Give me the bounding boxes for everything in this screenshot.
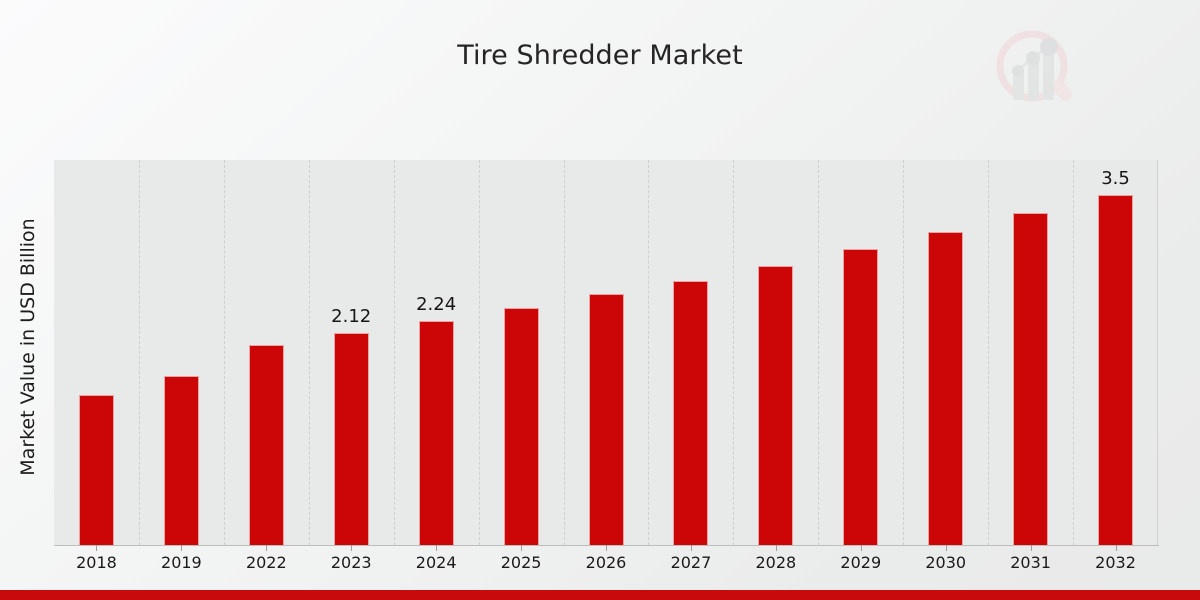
tick-mark bbox=[945, 545, 947, 551]
bar-2023[interactable] bbox=[333, 333, 369, 545]
tick-mark bbox=[1115, 545, 1117, 551]
bar-2029[interactable] bbox=[843, 249, 879, 545]
bar-2022[interactable] bbox=[248, 345, 284, 545]
gridline bbox=[308, 160, 310, 545]
bar-value-2023: 2.12 bbox=[331, 306, 372, 327]
bar-value-2032: 3.5 bbox=[1101, 168, 1130, 189]
x-tick-label-2029: 2029 bbox=[840, 553, 882, 572]
x-tick-label-2025: 2025 bbox=[500, 553, 542, 572]
x-tick-label-2031: 2031 bbox=[1010, 553, 1051, 572]
tick-mark bbox=[606, 545, 607, 551]
tick-mark bbox=[351, 545, 353, 551]
gridline bbox=[818, 160, 820, 545]
gridline bbox=[563, 160, 565, 545]
gridline bbox=[138, 160, 140, 545]
bar-2024[interactable] bbox=[418, 321, 454, 545]
gridline bbox=[1073, 160, 1075, 545]
bar-2019[interactable] bbox=[163, 376, 199, 545]
bar-2018[interactable] bbox=[78, 395, 114, 545]
x-tick-label-2024: 2024 bbox=[415, 553, 457, 572]
x-tick-label-2028: 2028 bbox=[755, 553, 797, 572]
bar-2028[interactable] bbox=[758, 266, 794, 545]
x-tick-label-2032: 2032 bbox=[1095, 553, 1136, 572]
gridline bbox=[393, 160, 395, 545]
gridline bbox=[903, 160, 905, 545]
gridline bbox=[988, 160, 990, 545]
y-axis-label: Market Value in USD Billion bbox=[17, 218, 39, 476]
gridline bbox=[478, 160, 480, 545]
gridline bbox=[733, 160, 735, 545]
tick-mark bbox=[1030, 545, 1032, 551]
tick-mark bbox=[436, 545, 438, 551]
tick-mark bbox=[521, 545, 523, 551]
x-tick-label-2018: 2018 bbox=[76, 553, 117, 572]
bar-2030[interactable] bbox=[928, 232, 964, 545]
chart-title: Tire Shredder Market bbox=[457, 40, 743, 71]
tick-mark bbox=[860, 545, 862, 551]
gridline bbox=[223, 160, 225, 545]
tick-mark bbox=[181, 545, 183, 551]
tick-mark bbox=[266, 545, 268, 551]
tick-mark bbox=[690, 545, 692, 551]
x-tick-label-2023: 2023 bbox=[330, 553, 372, 572]
x-tick-label-2022: 2022 bbox=[245, 553, 287, 572]
tick-mark bbox=[775, 545, 777, 551]
x-tick-label-2030: 2030 bbox=[925, 553, 967, 572]
gridline bbox=[648, 160, 650, 545]
bar-2026[interactable] bbox=[588, 294, 624, 545]
x-tick-label-2026: 2026 bbox=[585, 553, 627, 572]
bottom-accent-strip bbox=[0, 590, 1200, 600]
market-research-magnifier-logo bbox=[996, 30, 1073, 102]
x-tick-label-2027: 2027 bbox=[670, 553, 712, 572]
bar-value-2024: 2.24 bbox=[416, 294, 457, 315]
x-tick-label-2019: 2019 bbox=[161, 553, 202, 572]
bar-2027[interactable] bbox=[673, 281, 709, 545]
bar-2025[interactable] bbox=[503, 308, 539, 545]
tick-mark bbox=[96, 545, 98, 551]
bar-2031[interactable] bbox=[1013, 213, 1049, 545]
bar-2032[interactable] bbox=[1098, 195, 1134, 545]
